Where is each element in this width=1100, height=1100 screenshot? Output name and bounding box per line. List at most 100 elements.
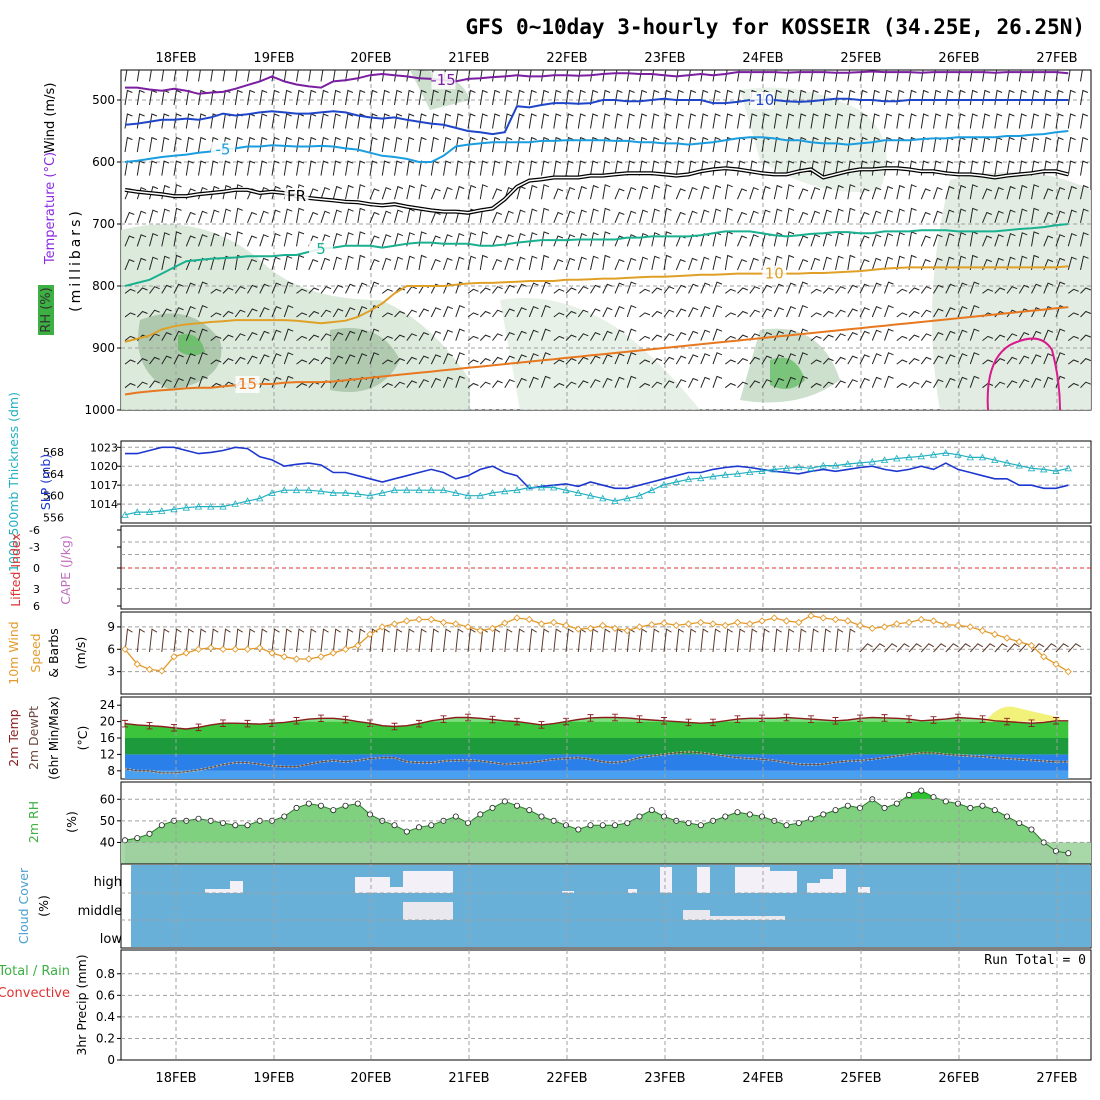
wind-barb <box>320 356 332 365</box>
wind-barb <box>761 209 771 223</box>
wind-barb <box>369 211 380 223</box>
y-tick-label: 50 <box>100 814 115 828</box>
wind-barb <box>210 359 222 365</box>
dewpt-line-core <box>124 751 1069 774</box>
wind-barb <box>443 234 453 247</box>
wind-barb <box>222 184 232 200</box>
thickness-point <box>880 456 889 464</box>
surface-wind-barb <box>136 628 145 653</box>
wind-barb <box>712 136 721 153</box>
wind-barb <box>308 89 317 106</box>
wind-barb <box>884 233 894 247</box>
thickness-point <box>966 453 974 461</box>
wind-barb <box>871 306 882 318</box>
wind-barb <box>945 307 956 318</box>
wind-barb <box>504 136 513 153</box>
wind-barb <box>908 358 920 365</box>
thickness-point <box>207 502 215 510</box>
wind-barb <box>626 113 635 129</box>
date-label-bottom: 22FEB <box>546 1071 587 1086</box>
cloud-panel: high middle low Cloud Cover (%) <box>16 863 1092 949</box>
wind-speed-point <box>917 615 925 624</box>
thickness-point <box>121 510 129 518</box>
wind-barb <box>700 70 704 82</box>
wind-barb <box>369 352 380 365</box>
temp-minmax-bar <box>1004 717 1010 726</box>
wind-barb <box>590 331 601 341</box>
thickness-point <box>733 469 742 477</box>
wind-barb <box>859 354 870 365</box>
wind-barb <box>565 334 577 341</box>
slp-tick-label: 1020 <box>90 460 118 473</box>
wind-barb <box>161 208 170 223</box>
wind-speed-point <box>292 655 301 663</box>
wind-barb <box>308 211 319 223</box>
rh-point <box>563 822 570 829</box>
wind-barb <box>859 258 870 271</box>
wind-speed-point <box>194 645 203 653</box>
surface-wind-barb <box>749 628 758 653</box>
wind-barb <box>639 335 651 341</box>
wind-barb <box>247 235 257 247</box>
rh-point <box>820 811 827 818</box>
top-date-axis: 18FEB 19FEB 20FEB 21FEB 22FEB 23FEB 24FEB 25FEB… <box>155 51 1077 66</box>
surface-wind-barb <box>1055 643 1069 653</box>
isotherm--10 <box>124 97 1069 136</box>
wind-barb <box>773 184 783 200</box>
wind-barb <box>173 113 182 129</box>
temp-minmax-bar <box>808 715 814 723</box>
rh-point <box>881 804 888 811</box>
surface-wind-barb <box>920 643 935 653</box>
wind-barb <box>1031 377 1042 388</box>
slp-line <box>125 446 1069 490</box>
wind-barb <box>847 207 856 223</box>
wind-barb <box>504 355 515 365</box>
wind-speed-point <box>929 617 938 625</box>
wind-barb <box>1080 113 1089 129</box>
wind-barb <box>969 281 980 294</box>
wind-barb <box>688 283 699 294</box>
wind-barb <box>933 257 943 271</box>
wind-barb <box>737 188 747 200</box>
surface-wind-barb <box>969 643 984 653</box>
wind-barb <box>712 281 723 294</box>
wind-barb <box>602 330 613 341</box>
wind-barb <box>161 136 170 153</box>
date-label-top: 19FEB <box>253 51 294 66</box>
y-tick-label: 16 <box>100 731 115 745</box>
wind-barb <box>173 307 184 318</box>
wind-barb <box>1080 70 1083 82</box>
thickness-point <box>537 483 546 491</box>
wind-barb <box>626 328 637 341</box>
cloud-gap-middle <box>683 910 710 920</box>
wind-barb <box>871 136 880 153</box>
wind-barb <box>308 160 317 176</box>
wind-barb <box>810 187 821 200</box>
isotherm-label-bg <box>750 92 774 109</box>
temp-minmax-bar <box>759 714 765 723</box>
thickness-point <box>158 507 166 514</box>
wind-barb <box>577 89 586 106</box>
wind-barb <box>1093 91 1100 106</box>
wind-barb <box>504 160 513 176</box>
wind-barb <box>455 352 465 365</box>
thickness-point <box>390 486 399 494</box>
wind-speed-point <box>341 645 350 653</box>
surface-wind-barb <box>308 628 317 653</box>
wind-speed-point <box>513 614 521 622</box>
wind-barb <box>663 113 672 129</box>
wind-barb <box>418 231 427 247</box>
wind-barb <box>933 379 944 388</box>
wind-barb <box>308 70 312 82</box>
cape-label: CAPE (J/kg) <box>58 535 73 605</box>
wind-speed-point <box>354 641 362 650</box>
y-tick-label: 900 <box>92 341 115 355</box>
wind-barb <box>908 113 917 129</box>
wind-barb <box>737 89 746 106</box>
temp-minmax-bar <box>538 721 545 729</box>
wind-barb <box>822 136 831 153</box>
wind-barb <box>222 358 234 365</box>
cloud-level-low: low <box>100 932 123 947</box>
wind-barb <box>957 353 968 365</box>
wind-barb <box>271 353 282 365</box>
